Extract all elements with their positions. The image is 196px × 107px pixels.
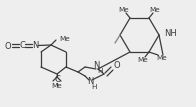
Text: NH: NH <box>164 30 177 39</box>
Text: N: N <box>32 41 38 50</box>
Text: H: H <box>91 84 97 90</box>
Text: Me: Me <box>138 57 148 63</box>
Text: Me: Me <box>150 7 160 13</box>
Text: Me: Me <box>157 55 167 61</box>
Text: Me: Me <box>59 36 70 42</box>
Text: N: N <box>87 77 93 86</box>
Text: O: O <box>114 60 120 70</box>
Text: Me: Me <box>119 7 129 13</box>
Text: O: O <box>5 42 11 51</box>
Text: C: C <box>19 41 25 50</box>
Text: H: H <box>97 68 103 74</box>
Text: N: N <box>93 62 99 71</box>
Text: C: C <box>54 76 60 85</box>
Text: Me: Me <box>52 83 62 89</box>
